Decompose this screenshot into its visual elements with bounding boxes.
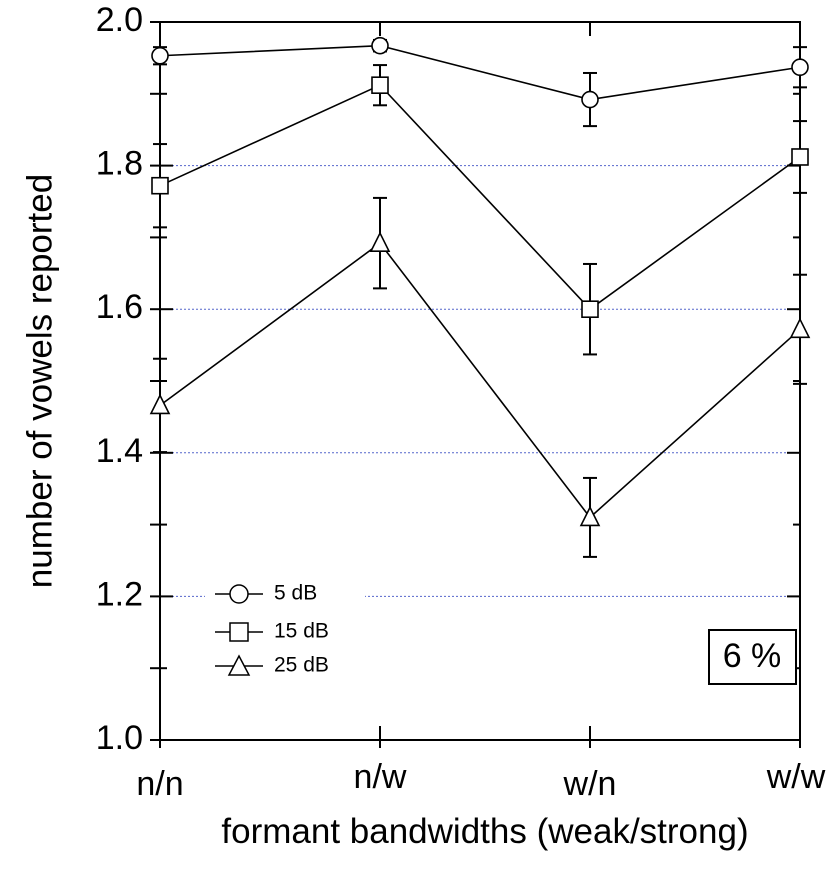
series-line (159, 44, 801, 101)
legend-marker-square (229, 622, 249, 642)
y-tick-label: 1.6 (96, 288, 143, 326)
legend: 5 dB 15 dB 25 dB (205, 580, 365, 680)
legend-label-5db: 5 dB (274, 582, 317, 605)
y-tick-label: 1.2 (96, 575, 143, 613)
data-point-triangle (369, 231, 391, 252)
data-point-square (371, 76, 389, 94)
legend-marker-circle (229, 584, 249, 604)
series-layer (149, 36, 811, 558)
data-point-triangle (149, 393, 171, 415)
data-point-circle (791, 58, 809, 77)
x-axis-label: formant bandwidths (weak/strong) (221, 812, 748, 851)
y-tick-label: 2.0 (96, 1, 143, 39)
data-point-circle (151, 46, 169, 65)
series-line (159, 84, 801, 311)
x-tick-label: w/w (766, 758, 826, 796)
series-square (151, 64, 809, 356)
data-point-triangle (579, 505, 601, 527)
series-line (159, 242, 801, 519)
series-circle (151, 36, 809, 128)
data-point-circle (581, 90, 599, 109)
data-point-square (581, 300, 599, 319)
data-point-circle (371, 36, 389, 55)
y-tick-label: 1.8 (96, 145, 143, 183)
y-axis-label: number of vowels reported (20, 174, 59, 588)
legend-marker-triangle (227, 654, 251, 676)
y-tick-label: 1.4 (96, 432, 143, 470)
x-tick-label: w/n (563, 765, 617, 803)
y-tick-label: 1.0 (96, 719, 143, 757)
x-tick-label: n/w (354, 758, 407, 796)
annotation-label: 6 % (723, 637, 782, 675)
annotation-box: 6 % (708, 629, 797, 685)
axis-ticks: 1.0 1.2 1.4 1.6 1.8 2.0 n/n n/w w/n w/w (96, 1, 826, 803)
x-tick-label: n/n (136, 765, 183, 803)
data-point-square (151, 176, 169, 195)
legend-label-15db: 15 dB (274, 620, 329, 643)
series-triangle (149, 196, 811, 558)
data-point-triangle (789, 317, 811, 339)
legend-label-25db: 25 dB (274, 654, 329, 677)
data-point-square (791, 148, 809, 166)
